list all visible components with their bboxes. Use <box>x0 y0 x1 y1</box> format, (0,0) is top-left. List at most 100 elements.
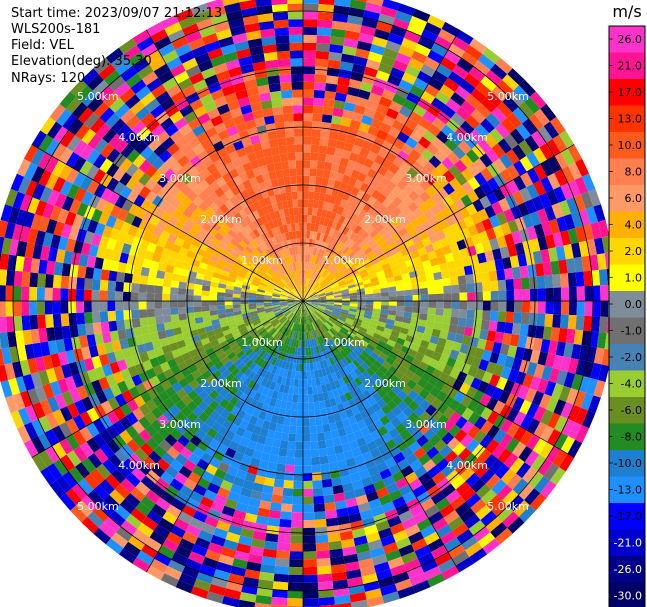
velocity-gate <box>327 276 335 283</box>
velocity-gate <box>521 277 530 290</box>
velocity-gate <box>317 290 325 295</box>
velocity-gate <box>382 542 399 555</box>
velocity-gate <box>345 408 354 418</box>
velocity-gate <box>311 313 317 321</box>
velocity-gate <box>297 394 303 403</box>
velocity-gate <box>453 230 464 243</box>
velocity-gate <box>504 233 515 247</box>
velocity-gate <box>317 240 323 249</box>
velocity-gate <box>309 230 314 240</box>
velocity-gate <box>567 144 583 163</box>
velocity-gate <box>446 357 457 368</box>
velocity-gate <box>488 320 498 332</box>
velocity-gate <box>427 123 441 137</box>
velocity-gate <box>331 363 339 373</box>
velocity-gate <box>365 293 374 298</box>
velocity-gate <box>568 422 582 440</box>
velocity-gate <box>334 500 347 510</box>
velocity-gate <box>358 122 371 133</box>
velocity-gate <box>408 57 424 71</box>
velocity-gate <box>328 278 336 284</box>
velocity-gate <box>303 26 318 36</box>
velocity-gate <box>335 320 344 327</box>
velocity-gate <box>553 186 567 203</box>
velocity-gate <box>303 175 310 184</box>
velocity-gate <box>517 335 528 349</box>
velocity-gate <box>543 463 560 481</box>
velocity-gate <box>324 271 331 279</box>
velocity-gate <box>575 226 587 243</box>
velocity-gate <box>460 227 472 240</box>
velocity-gate <box>365 297 374 301</box>
velocity-gate <box>554 169 568 187</box>
velocity-gate <box>505 437 520 453</box>
velocity-gate <box>326 340 333 349</box>
velocity-gate <box>313 255 318 264</box>
velocity-gate <box>324 288 333 293</box>
velocity-gate <box>368 322 378 330</box>
velocity-gate <box>413 417 425 429</box>
velocity-gate <box>355 312 365 318</box>
velocity-gate <box>394 222 405 232</box>
velocity-gate <box>533 421 548 438</box>
velocity-gate <box>459 382 471 395</box>
velocity-gate <box>382 360 392 370</box>
velocity-gate <box>332 309 341 314</box>
velocity-gate <box>306 308 311 316</box>
velocity-gate <box>324 261 331 270</box>
velocity-gate <box>315 328 321 337</box>
velocity-gate <box>407 348 418 358</box>
velocity-gate <box>346 432 357 443</box>
velocity-gate <box>456 239 467 251</box>
velocity-gate <box>422 478 437 492</box>
velocity-gate <box>565 258 576 274</box>
velocity-gate <box>500 468 516 485</box>
velocity-gate <box>323 431 333 441</box>
velocity-gate <box>384 323 394 330</box>
velocity-gate <box>378 62 393 75</box>
velocity-gate <box>321 368 328 377</box>
velocity-gate <box>311 330 316 339</box>
velocity-gate <box>465 149 480 163</box>
velocity-gate <box>306 363 311 372</box>
velocity-gate <box>417 319 427 327</box>
velocity-gate <box>351 111 364 123</box>
velocity-gate <box>370 118 383 130</box>
velocity-gate <box>394 315 404 323</box>
velocity-gate <box>314 320 321 329</box>
velocity-gate <box>396 179 408 191</box>
velocity-gate <box>563 342 574 358</box>
velocity-gate <box>430 192 443 205</box>
velocity-gate <box>311 215 317 224</box>
velocity-gate <box>322 242 329 251</box>
velocity-gate <box>396 301 405 307</box>
velocity-gate <box>454 501 471 517</box>
velocity-gate <box>310 322 315 331</box>
velocity-gate <box>408 478 423 491</box>
velocity-gate <box>586 206 598 224</box>
velocity-gate <box>513 175 527 191</box>
velocity-gate <box>469 38 488 54</box>
velocity-gate <box>353 487 366 498</box>
velocity-gate <box>525 336 535 350</box>
velocity-gate <box>343 335 352 343</box>
velocity-gate <box>449 367 461 380</box>
velocity-gate <box>296 418 303 427</box>
velocity-gate <box>417 275 427 283</box>
velocity-gate <box>344 276 354 282</box>
velocity-gate <box>303 332 305 341</box>
velocity-gate <box>421 148 434 162</box>
velocity-gate <box>359 409 370 420</box>
velocity-gate <box>332 258 340 267</box>
velocity-gate <box>529 493 547 511</box>
velocity-gate <box>334 396 343 406</box>
velocity-gate <box>328 255 336 263</box>
velocity-gate <box>371 219 381 229</box>
velocity-gate <box>309 305 316 311</box>
velocity-gate <box>305 246 309 255</box>
velocity-gate <box>345 457 357 468</box>
velocity-gate <box>443 537 461 552</box>
velocity-gate <box>437 337 447 347</box>
velocity-gate <box>309 262 314 271</box>
velocity-gate <box>350 379 359 390</box>
